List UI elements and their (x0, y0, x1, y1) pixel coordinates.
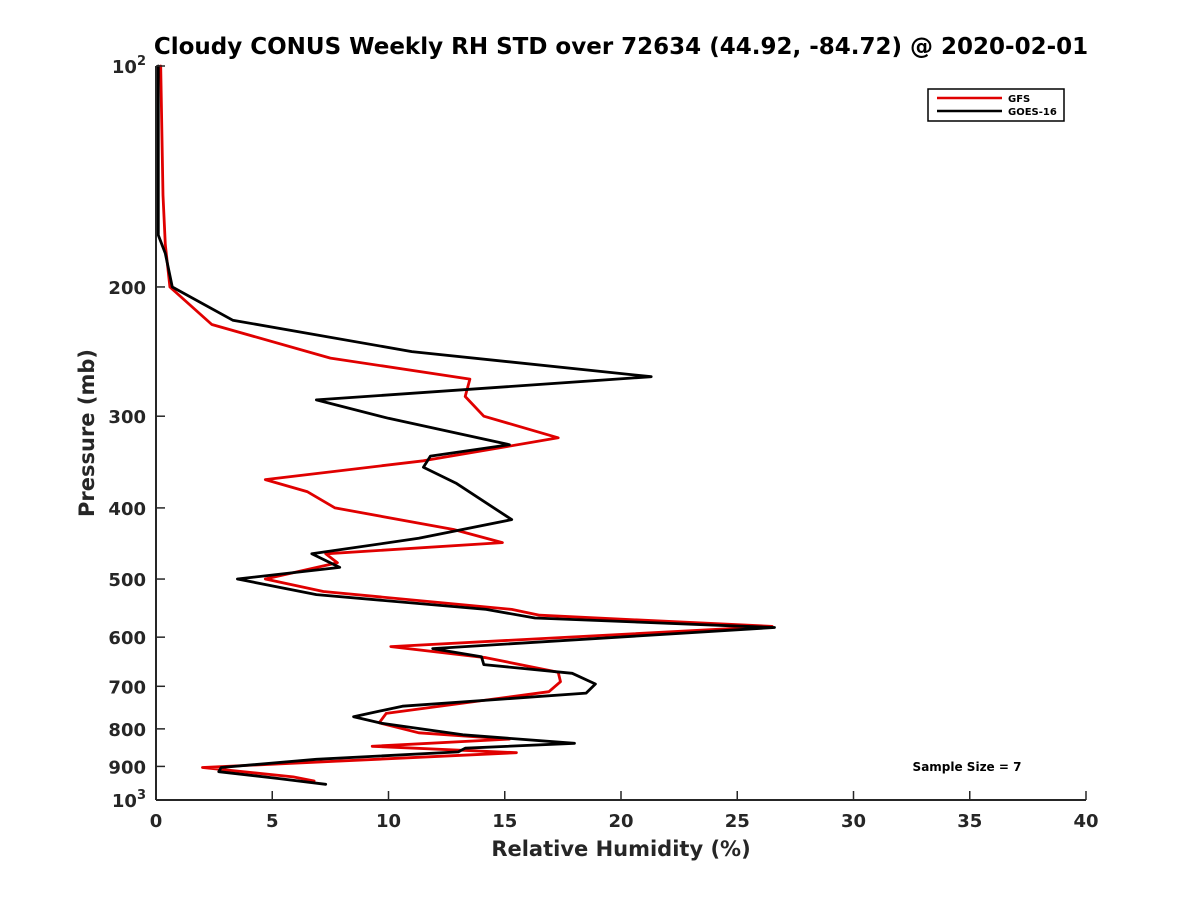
chart-title: Cloudy CONUS Weekly RH STD over 72634 (4… (154, 34, 1088, 60)
x-tick-label: 15 (492, 811, 517, 832)
y-tick-label: 200 (108, 278, 146, 299)
y-tick-label: 700 (108, 677, 146, 698)
y-tick-label: 600 (108, 628, 146, 649)
y-axis-label: Pressure (mb) (75, 349, 99, 517)
series-layer (156, 64, 776, 786)
series-line-gfs (159, 64, 774, 783)
y-tick-label: 800 (108, 720, 146, 741)
y-tick-label: 300 (108, 407, 146, 428)
x-tick-label: 5 (266, 811, 279, 832)
y-tick-label: 103 (112, 788, 146, 812)
legend: GFS GOES-16 (927, 88, 1065, 122)
x-axis-label: Relative Humidity (%) (491, 837, 750, 861)
y-tick-label: 102 (112, 54, 146, 78)
y-tick-label: 400 (108, 499, 146, 520)
legend-label-goes16: GOES-16 (1008, 107, 1057, 118)
y-tick-label: 500 (108, 570, 146, 591)
sample-size-annotation: Sample Size = 7 (913, 760, 1022, 774)
x-tick-label: 35 (957, 811, 982, 832)
x-tick-label: 30 (841, 811, 866, 832)
x-tick-label: 25 (725, 811, 750, 832)
x-tick-label: 10 (376, 811, 401, 832)
legend-label-gfs: GFS (1008, 94, 1030, 105)
y-tick-label: 900 (108, 757, 146, 778)
x-tick-label: 0 (150, 811, 163, 832)
x-axis: 0 5 10 15 20 25 30 35 40 (150, 791, 1099, 832)
series-line-goes-16 (156, 64, 776, 786)
x-tick-label: 20 (608, 811, 633, 832)
legend-box (927, 88, 1065, 122)
x-tick-label: 40 (1073, 811, 1098, 832)
y-axis: 102 200 300 400 500 600 700 800 900 103 (108, 54, 165, 812)
